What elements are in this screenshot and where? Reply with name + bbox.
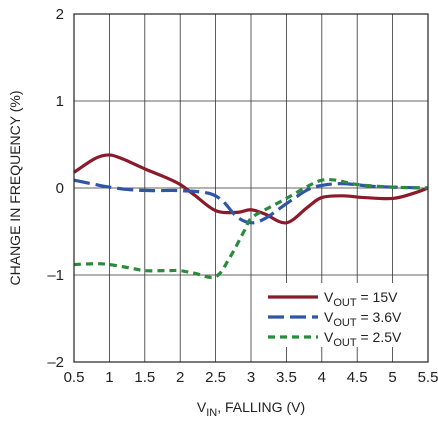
legend-label-main: V <box>324 329 334 345</box>
legend-label-rest: = 15V <box>357 289 399 305</box>
x-tick-label: 1 <box>105 369 113 386</box>
x-tick-label: 4.5 <box>347 369 368 386</box>
x-tick-label: 5.5 <box>418 369 438 386</box>
x-tick-label: 3.5 <box>276 369 297 386</box>
legend-label-sub: OUT <box>333 297 357 309</box>
legend-label-sub: OUT <box>333 317 357 329</box>
legend-label-rest: = 3.6V <box>357 309 402 325</box>
y-tick-label: 1 <box>56 93 64 110</box>
x-tick-label: 2.5 <box>205 369 226 386</box>
series-layer <box>73 153 429 280</box>
plot-frame <box>73 13 429 363</box>
legend-background <box>264 283 426 347</box>
x-tick-label: 0.5 <box>64 369 85 386</box>
legend-label-main: V <box>324 289 334 305</box>
series-line-0 <box>73 153 429 225</box>
legend-label-1: VOUT = 3.6V <box>324 309 402 329</box>
legend-label-main: V <box>324 309 334 325</box>
x-axis-label-main: V <box>197 399 207 415</box>
series-line-2 <box>73 177 429 280</box>
legend-label-sub: OUT <box>333 337 357 349</box>
y-axis-label: CHANGE IN FREQUENCY (%) <box>7 91 23 286</box>
x-tick-label: 1.5 <box>134 369 155 386</box>
legend-label-0: VOUT = 15V <box>324 289 398 309</box>
x-axis-label-sub: IN <box>206 407 217 419</box>
y-tick-label: –2 <box>47 354 64 371</box>
y-tick-label: 0 <box>56 180 64 197</box>
y-tick-labels: –2 –1 0 1 2 <box>47 6 64 371</box>
legend-label-2: VOUT = 2.5V <box>324 329 402 349</box>
x-tick-label: 3 <box>247 369 255 386</box>
y-tick-label: 2 <box>56 6 64 23</box>
y-tick-label: –1 <box>47 267 64 284</box>
x-tick-labels: 0.5 1 1.5 2 2.5 3 3.5 4 4.5 5 5.5 <box>64 369 438 386</box>
x-axis-label: VIN, FALLING (V) <box>197 399 305 419</box>
legend-label-rest: = 2.5V <box>357 329 402 345</box>
x-tick-label: 2 <box>176 369 184 386</box>
x-tick-label: 5 <box>388 369 396 386</box>
x-tick-label: 4 <box>318 369 326 386</box>
x-axis-label-rest: , FALLING (V) <box>217 399 305 415</box>
